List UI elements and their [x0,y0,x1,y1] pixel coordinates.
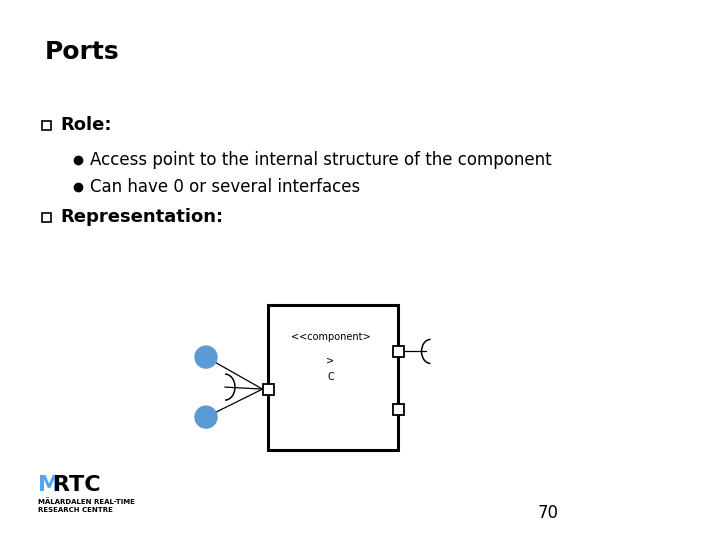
Bar [392,346,403,357]
Text: MÄLARDALEN REAL-TIME: MÄLARDALEN REAL-TIME [38,498,135,505]
Text: Ports: Ports [45,40,120,64]
Bar [42,120,51,130]
Bar [268,305,398,450]
Text: M: M [38,475,60,495]
Circle shape [195,346,217,368]
Text: Access point to the internal structure of the component: Access point to the internal structure o… [90,151,552,169]
Bar [392,404,403,415]
Text: RTC: RTC [53,475,101,495]
Text: >: > [326,355,335,365]
Circle shape [195,406,217,428]
Text: C: C [327,373,334,382]
Text: 70: 70 [538,504,559,522]
Text: Can have 0 or several interfaces: Can have 0 or several interfaces [90,178,360,196]
Text: Role:: Role: [60,116,112,134]
Text: RESEARCH CENTRE: RESEARCH CENTRE [38,507,113,513]
Text: <<component>: <<component> [291,332,370,342]
Text: Representation:: Representation: [60,208,223,226]
Bar [263,383,274,395]
Bar [42,213,51,221]
